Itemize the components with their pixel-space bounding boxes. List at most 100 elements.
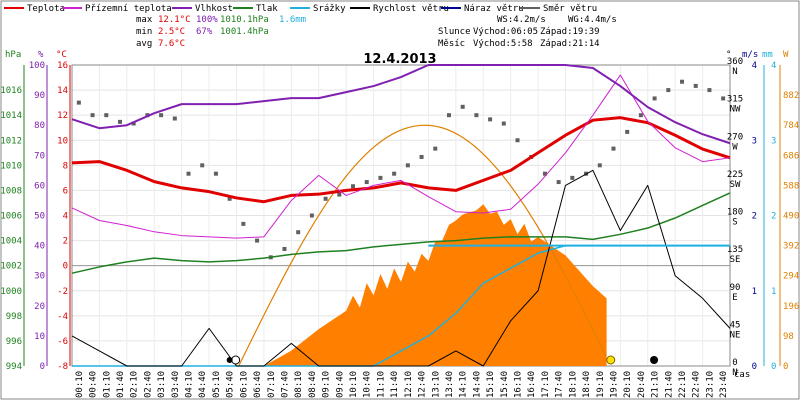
stat-max-label: max	[136, 15, 153, 25]
pct-tick-label: 40	[34, 242, 45, 252]
pct-tick-label: 10	[34, 332, 45, 342]
dir-tick-deg: 225	[727, 170, 743, 180]
hpa-tick-label: 1002	[0, 262, 22, 272]
wind-dir-dot	[227, 196, 232, 201]
stat-ws: WS:4.2m/s	[497, 15, 546, 25]
x-tick-label: 17:10	[541, 371, 551, 398]
wind-dir-dot	[666, 88, 671, 93]
w-tick-label: 588	[783, 181, 799, 191]
stat-avg-label: avg	[136, 39, 152, 49]
wind-dir-dot	[282, 246, 287, 251]
x-tick-label: 22:40	[692, 371, 702, 398]
pct-tick-label: 100	[29, 61, 45, 71]
x-tick-label: 01:40	[116, 371, 126, 398]
temp-tick-label: 6	[63, 186, 68, 196]
wind-dir-dot	[680, 79, 685, 84]
wind-dir-dot	[200, 163, 205, 168]
x-tick-label: 19:10	[596, 371, 606, 398]
dir-tick-deg: 45	[730, 320, 741, 330]
hpa-tick-label: 1010	[0, 161, 22, 171]
hpa-tick-label: 1008	[0, 186, 22, 196]
dir-tick-deg: 315	[727, 95, 743, 105]
wind-dir-dot	[542, 171, 547, 176]
x-tick-label: 12:10	[404, 371, 414, 398]
stat-min-hum: 67%	[196, 27, 213, 37]
x-tick-label: 02:10	[130, 371, 140, 398]
hpa-unit: hPa	[5, 50, 21, 60]
x-tick-labels: 00:10 00:40 01:10 01:40 02:10 02:40 03:10 03:40…	[75, 371, 729, 398]
x-tick-label: 07:40	[280, 371, 290, 398]
wind-dir-dot	[104, 113, 109, 118]
x-tick-label: 19:40	[609, 371, 619, 398]
pct-tick-label: 20	[34, 302, 45, 312]
mm-tick-label: 1	[771, 287, 776, 297]
x-tick-label: 18:10	[568, 371, 578, 398]
stat-min-temp: 2.5°C	[158, 27, 185, 37]
pct-tick-label: 30	[34, 272, 45, 282]
stat-sun-label: Slunce	[438, 27, 471, 37]
stat-max-rain: 1.6mm	[279, 15, 306, 25]
legend-label: Směr větru	[543, 4, 597, 14]
wind-dir-dot	[131, 121, 136, 126]
x-tick-label: 02:40	[143, 371, 153, 398]
wind-dir-dot	[323, 196, 328, 201]
x-tick-label: 06:10	[239, 371, 249, 398]
moon-marker	[226, 357, 233, 363]
pct-tick-label: 70	[34, 151, 45, 161]
stat-max-press: 1010.1hPa	[220, 15, 269, 25]
temp-tick-label: -2	[57, 287, 68, 297]
stat-min-label: min	[136, 27, 152, 37]
stat-sunrise: Východ:06:05	[473, 27, 538, 37]
wind-dir-dot	[597, 163, 602, 168]
series-line	[71, 169, 731, 367]
wind-dir-dot	[241, 221, 246, 226]
ms-tick-label: 0	[752, 362, 757, 372]
ms-tick-label: 4	[752, 61, 757, 71]
wind-dir-dot	[611, 146, 616, 151]
hpa-tick-label: 1000	[0, 287, 22, 297]
w-tick-label: 196	[783, 302, 799, 312]
w-tick-label: 294	[783, 272, 799, 282]
wind-dir-dot	[378, 175, 383, 180]
wind-dir-dot	[296, 230, 301, 235]
wind-dir-dot	[721, 96, 726, 101]
sunset-marker	[606, 355, 616, 365]
temp-tick-label: -8	[57, 362, 68, 372]
temp-tick-label: 12	[57, 111, 68, 121]
dir-tick-deg: 135	[727, 245, 743, 255]
x-tick-label: 08:40	[308, 371, 318, 398]
wind-dir-dot	[693, 83, 698, 88]
wind-dir-dot	[625, 129, 630, 134]
x-tick-label: 20:10	[623, 371, 633, 398]
ms-tick-label: 1	[752, 287, 757, 297]
hpa-tick-label: 1004	[0, 237, 22, 247]
x-tick-label: 12:40	[418, 371, 428, 398]
temp-tick-label: 8	[63, 161, 68, 171]
dir-tick-label: E	[732, 293, 737, 303]
dir-tick-deg: 270	[727, 132, 743, 142]
x-tick-label: 16:40	[527, 371, 537, 398]
stats-panel: max 12.1°C 100% 1010.1hPa 1.6mm min 2.5°…	[136, 15, 617, 49]
mm-tick-label: 0	[771, 362, 776, 372]
mm-tick-label: 4	[771, 61, 776, 71]
ms-tick-label: 2	[752, 212, 757, 222]
wind-dir-dot	[460, 104, 465, 109]
x-tick-label: 09:10	[322, 371, 332, 398]
w-unit: W	[783, 50, 789, 60]
mm-tick-label: 3	[771, 136, 776, 146]
w-tick-label: 98	[783, 332, 794, 342]
dir-tick-label: S	[732, 218, 737, 228]
x-tick-label: 11:10	[376, 371, 386, 398]
x-tick-label: 08:10	[294, 371, 304, 398]
sun-moon-markers	[226, 355, 659, 365]
x-tick-label: 23:40	[719, 371, 729, 398]
dir-tick-label: SW	[730, 180, 741, 190]
x-tick-label: 04:10	[185, 371, 195, 398]
x-tick-label: 16:10	[514, 371, 524, 398]
w-tick-label: 882	[783, 91, 799, 101]
x-tick-label: 00:40	[89, 371, 99, 398]
hpa-tick-label: 994	[6, 362, 22, 372]
x-tick-label: 01:10	[102, 371, 112, 398]
